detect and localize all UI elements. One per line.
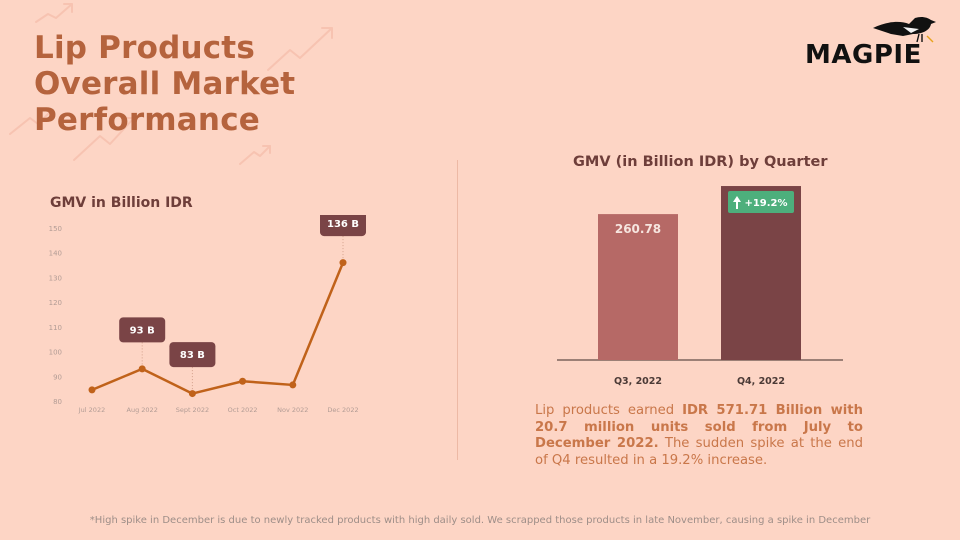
data-label-sept-2022: 83 B bbox=[169, 342, 216, 390]
x-tick-label: Aug 2022 bbox=[127, 406, 158, 414]
bar-chart-title: GMV (in Billion IDR) by Quarter bbox=[573, 154, 828, 170]
magpie-logo: MAGPIE bbox=[803, 14, 943, 70]
y-tick-label-150: 150 bbox=[49, 225, 62, 233]
magpie-bird-icon bbox=[873, 16, 936, 43]
data-label-box bbox=[169, 342, 216, 368]
line-chart: 80 90 100 110 120 130 140 150 Jul 2022 Aug 2022 Se… bbox=[49, 215, 366, 414]
growth-badge-text: +19.2% bbox=[744, 198, 787, 209]
x-tick-label: Oct 2022 bbox=[228, 406, 258, 414]
data-point-sept-2022 bbox=[188, 390, 196, 398]
data-point-nov-2022 bbox=[289, 381, 297, 389]
data-label-text: 83 B bbox=[180, 350, 205, 361]
page-title: Lip Products Overall Market Performance bbox=[34, 30, 354, 138]
data-point-jul-2022 bbox=[88, 386, 96, 394]
data-label-text: 93 B bbox=[130, 325, 155, 336]
data-label-dec-2022: 136 B bbox=[320, 215, 366, 259]
data-label-text: 136 B bbox=[327, 219, 359, 230]
section-divider bbox=[457, 160, 458, 460]
data-label-aug-2022: 93 B bbox=[119, 317, 166, 365]
growth-badge-box bbox=[728, 191, 794, 213]
logo-text: MAGPIE bbox=[805, 40, 922, 70]
title-line-2: Overall Market bbox=[34, 66, 296, 102]
bar-category-label: Q4, 2022 bbox=[737, 376, 785, 387]
arrow-up-icon bbox=[733, 196, 741, 209]
growth-badge: +19.2% bbox=[728, 191, 794, 213]
y-tick-label-110: 110 bbox=[49, 324, 62, 332]
y-tick-label-80: 80 bbox=[53, 398, 62, 406]
data-point-aug-2022 bbox=[138, 365, 146, 373]
x-tick-label: Dec 2022 bbox=[327, 406, 358, 414]
data-point-dec-2022 bbox=[339, 259, 347, 267]
bar-q4-2022 bbox=[721, 186, 801, 360]
footnote: *High spike in December is due to newly … bbox=[89, 515, 871, 526]
data-label-box bbox=[119, 317, 166, 343]
y-tick-label-130: 130 bbox=[49, 274, 62, 282]
gmv-series-line bbox=[91, 262, 345, 395]
data-point-oct-2022 bbox=[239, 377, 247, 385]
bar-value-label: 260.78 bbox=[615, 222, 661, 236]
y-tick-label-100: 100 bbox=[49, 349, 62, 357]
bar-category-label: Q3, 2022 bbox=[614, 376, 662, 387]
title-line-1: Lip Products bbox=[34, 30, 255, 66]
description-text: Lip products earned IDR 571.71 Billion w… bbox=[535, 403, 863, 469]
x-tick-label: Jul 2022 bbox=[78, 406, 105, 414]
description-part-1: Lip products earned bbox=[535, 403, 683, 418]
line-chart-title: GMV in Billion IDR bbox=[50, 195, 193, 211]
x-tick-label: Sept 2022 bbox=[176, 406, 209, 414]
data-label-box bbox=[320, 215, 366, 237]
description-bold: IDR 571.71 Billion with 20.7 million uni… bbox=[535, 403, 863, 451]
y-tick-label-90: 90 bbox=[53, 373, 62, 381]
bar-q3-2022 bbox=[598, 214, 678, 360]
description-part-2: The sudden spike at the end of Q4 result… bbox=[535, 436, 863, 468]
y-tick-label-140: 140 bbox=[49, 250, 62, 258]
x-tick-label: Nov 2022 bbox=[277, 406, 308, 414]
y-tick-label-120: 120 bbox=[49, 299, 62, 307]
title-line-3: Performance bbox=[34, 102, 260, 138]
